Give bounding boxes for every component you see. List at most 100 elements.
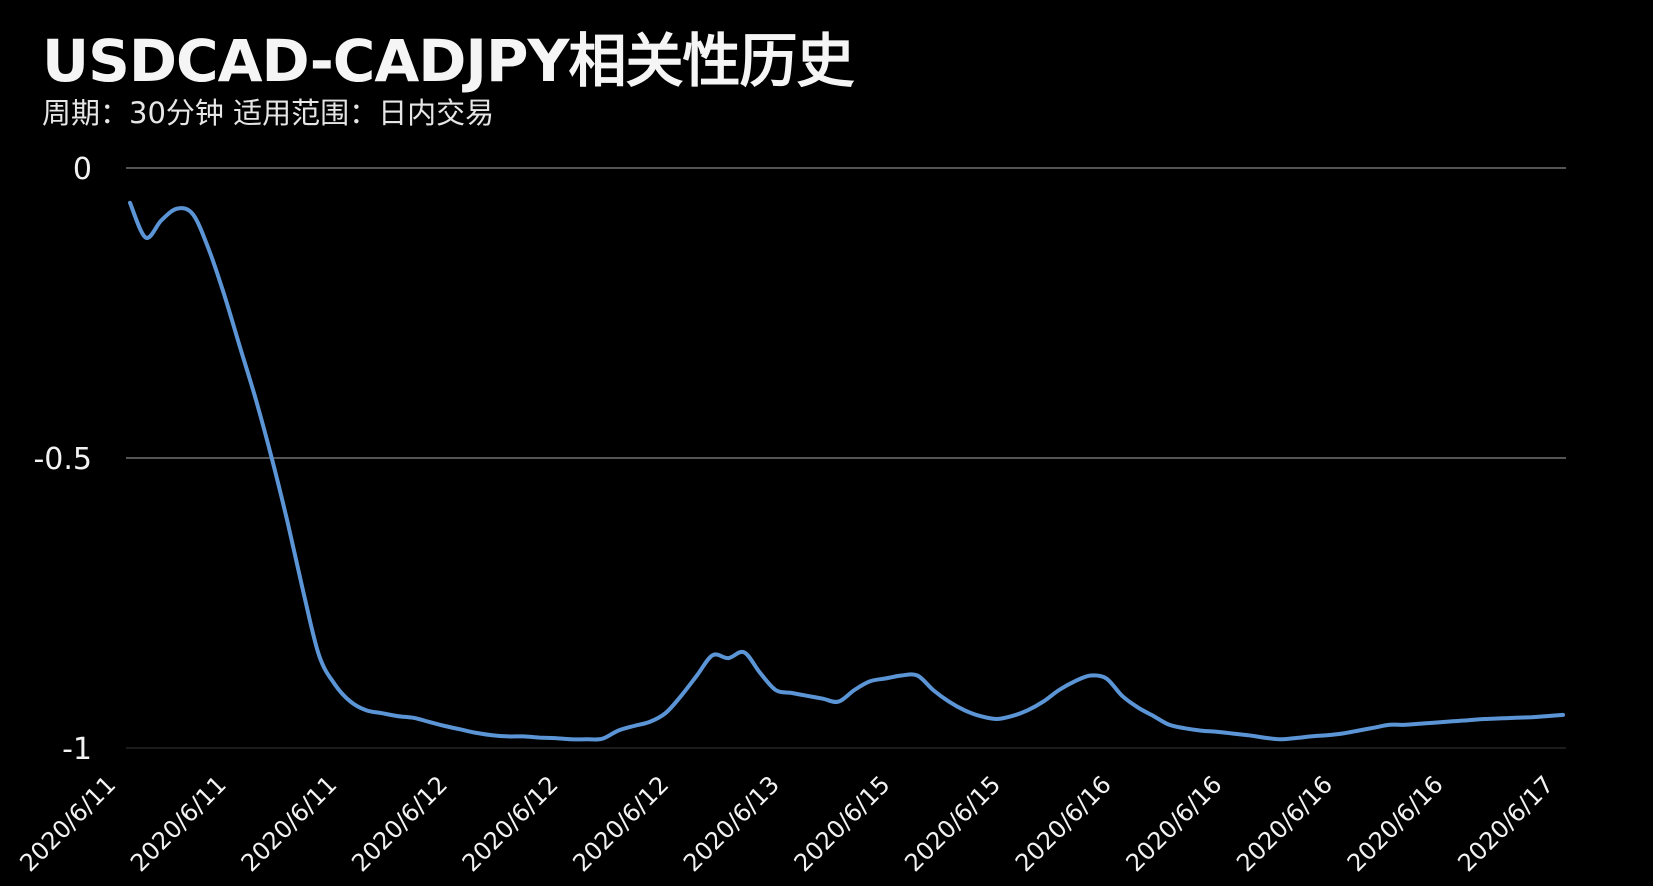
data-point [1435, 721, 1439, 725]
data-point [1136, 705, 1140, 709]
data-point [1309, 734, 1313, 738]
data-point [1057, 688, 1061, 692]
data-point [128, 201, 132, 205]
data-point [569, 737, 573, 741]
data-point [1199, 729, 1203, 733]
data-point [994, 717, 998, 721]
data-point [459, 727, 463, 731]
data-point [963, 708, 967, 712]
data-point [663, 711, 667, 715]
data-point [412, 716, 416, 720]
x-tick-label: 2020/6/13 [678, 770, 785, 877]
y-tick-label: -1 [62, 732, 92, 767]
data-point [1041, 700, 1045, 704]
data-point [1278, 737, 1282, 741]
x-tick-label: 2020/6/11 [14, 770, 121, 877]
data-point [553, 736, 557, 740]
data-point [1152, 714, 1156, 718]
data-point [837, 700, 841, 704]
data-point [364, 708, 368, 712]
data-point [884, 676, 888, 680]
data-point [947, 700, 951, 704]
data-point [254, 398, 258, 402]
data-point [1183, 726, 1187, 730]
data-point [758, 671, 762, 675]
data-point [238, 346, 242, 350]
x-axis-tick-labels: 2020/6/11 2020/6/11 2020/6/11 2020/6/12 2020… [14, 770, 1559, 877]
x-tick-label: 2020/6/12 [457, 770, 564, 877]
data-point [632, 724, 636, 728]
x-tick-label: 2020/6/11 [236, 770, 343, 877]
x-tick-label: 2020/6/16 [1231, 770, 1338, 877]
data-point [223, 294, 227, 298]
data-point [679, 694, 683, 698]
data-point [396, 714, 400, 718]
data-point [317, 653, 321, 657]
data-point [1325, 733, 1329, 737]
data-point [1341, 732, 1345, 736]
data-point [443, 724, 447, 728]
data-point [742, 650, 746, 654]
data-point [931, 688, 935, 692]
data-point [160, 218, 164, 222]
data-point [600, 737, 604, 741]
data-point [1514, 716, 1518, 720]
data-point [1419, 722, 1423, 726]
data-point [1215, 730, 1219, 734]
data-point [1372, 726, 1376, 730]
data-point [1293, 736, 1297, 740]
data-point [1530, 715, 1534, 719]
data-point [1026, 708, 1030, 712]
data-point [978, 714, 982, 718]
x-tick-label: 2020/6/16 [1010, 770, 1117, 877]
data-point [1262, 736, 1266, 740]
data-point [915, 674, 919, 678]
chart-title: USDCAD-CADJPY相关性历史 [42, 27, 854, 95]
x-tick-label: 2020/6/12 [346, 770, 453, 877]
data-point [648, 720, 652, 724]
data-point [1451, 719, 1455, 723]
series-layer [128, 200, 1565, 742]
data-point [1089, 674, 1093, 678]
data-point [1167, 723, 1171, 727]
data-point [711, 653, 715, 657]
correlation-series-line [128, 200, 1565, 742]
data-point [1104, 676, 1108, 680]
data-point [506, 734, 510, 738]
data-point [537, 736, 541, 740]
data-point [1545, 714, 1549, 718]
data-point [1120, 694, 1124, 698]
y-axis-tick-labels: 0 -0.5 -1 [33, 152, 92, 767]
data-point [805, 694, 809, 698]
data-point [774, 688, 778, 692]
y-tick-label: -0.5 [33, 442, 92, 477]
data-point [191, 212, 195, 216]
data-point [144, 236, 148, 240]
data-point [333, 682, 337, 686]
data-point [207, 247, 211, 251]
data-point [1388, 723, 1392, 727]
data-point [270, 456, 274, 460]
data-point [1073, 679, 1077, 683]
data-point [1356, 729, 1360, 733]
data-point [1230, 732, 1234, 736]
data-point [175, 207, 179, 211]
x-tick-label: 2020/6/16 [1121, 770, 1228, 877]
data-point [427, 720, 431, 724]
data-point [695, 674, 699, 678]
data-point [1498, 716, 1502, 720]
data-point [522, 734, 526, 738]
data-point [349, 700, 353, 704]
data-point [380, 711, 384, 715]
data-point [1467, 718, 1471, 722]
data-point [900, 674, 904, 678]
data-point [1561, 713, 1565, 717]
data-point [616, 729, 620, 733]
y-tick-label: 0 [73, 152, 92, 187]
data-point [1482, 717, 1486, 721]
x-tick-label: 2020/6/17 [1452, 770, 1559, 877]
data-point [490, 733, 494, 737]
data-point [301, 589, 305, 593]
data-point [1246, 733, 1250, 737]
